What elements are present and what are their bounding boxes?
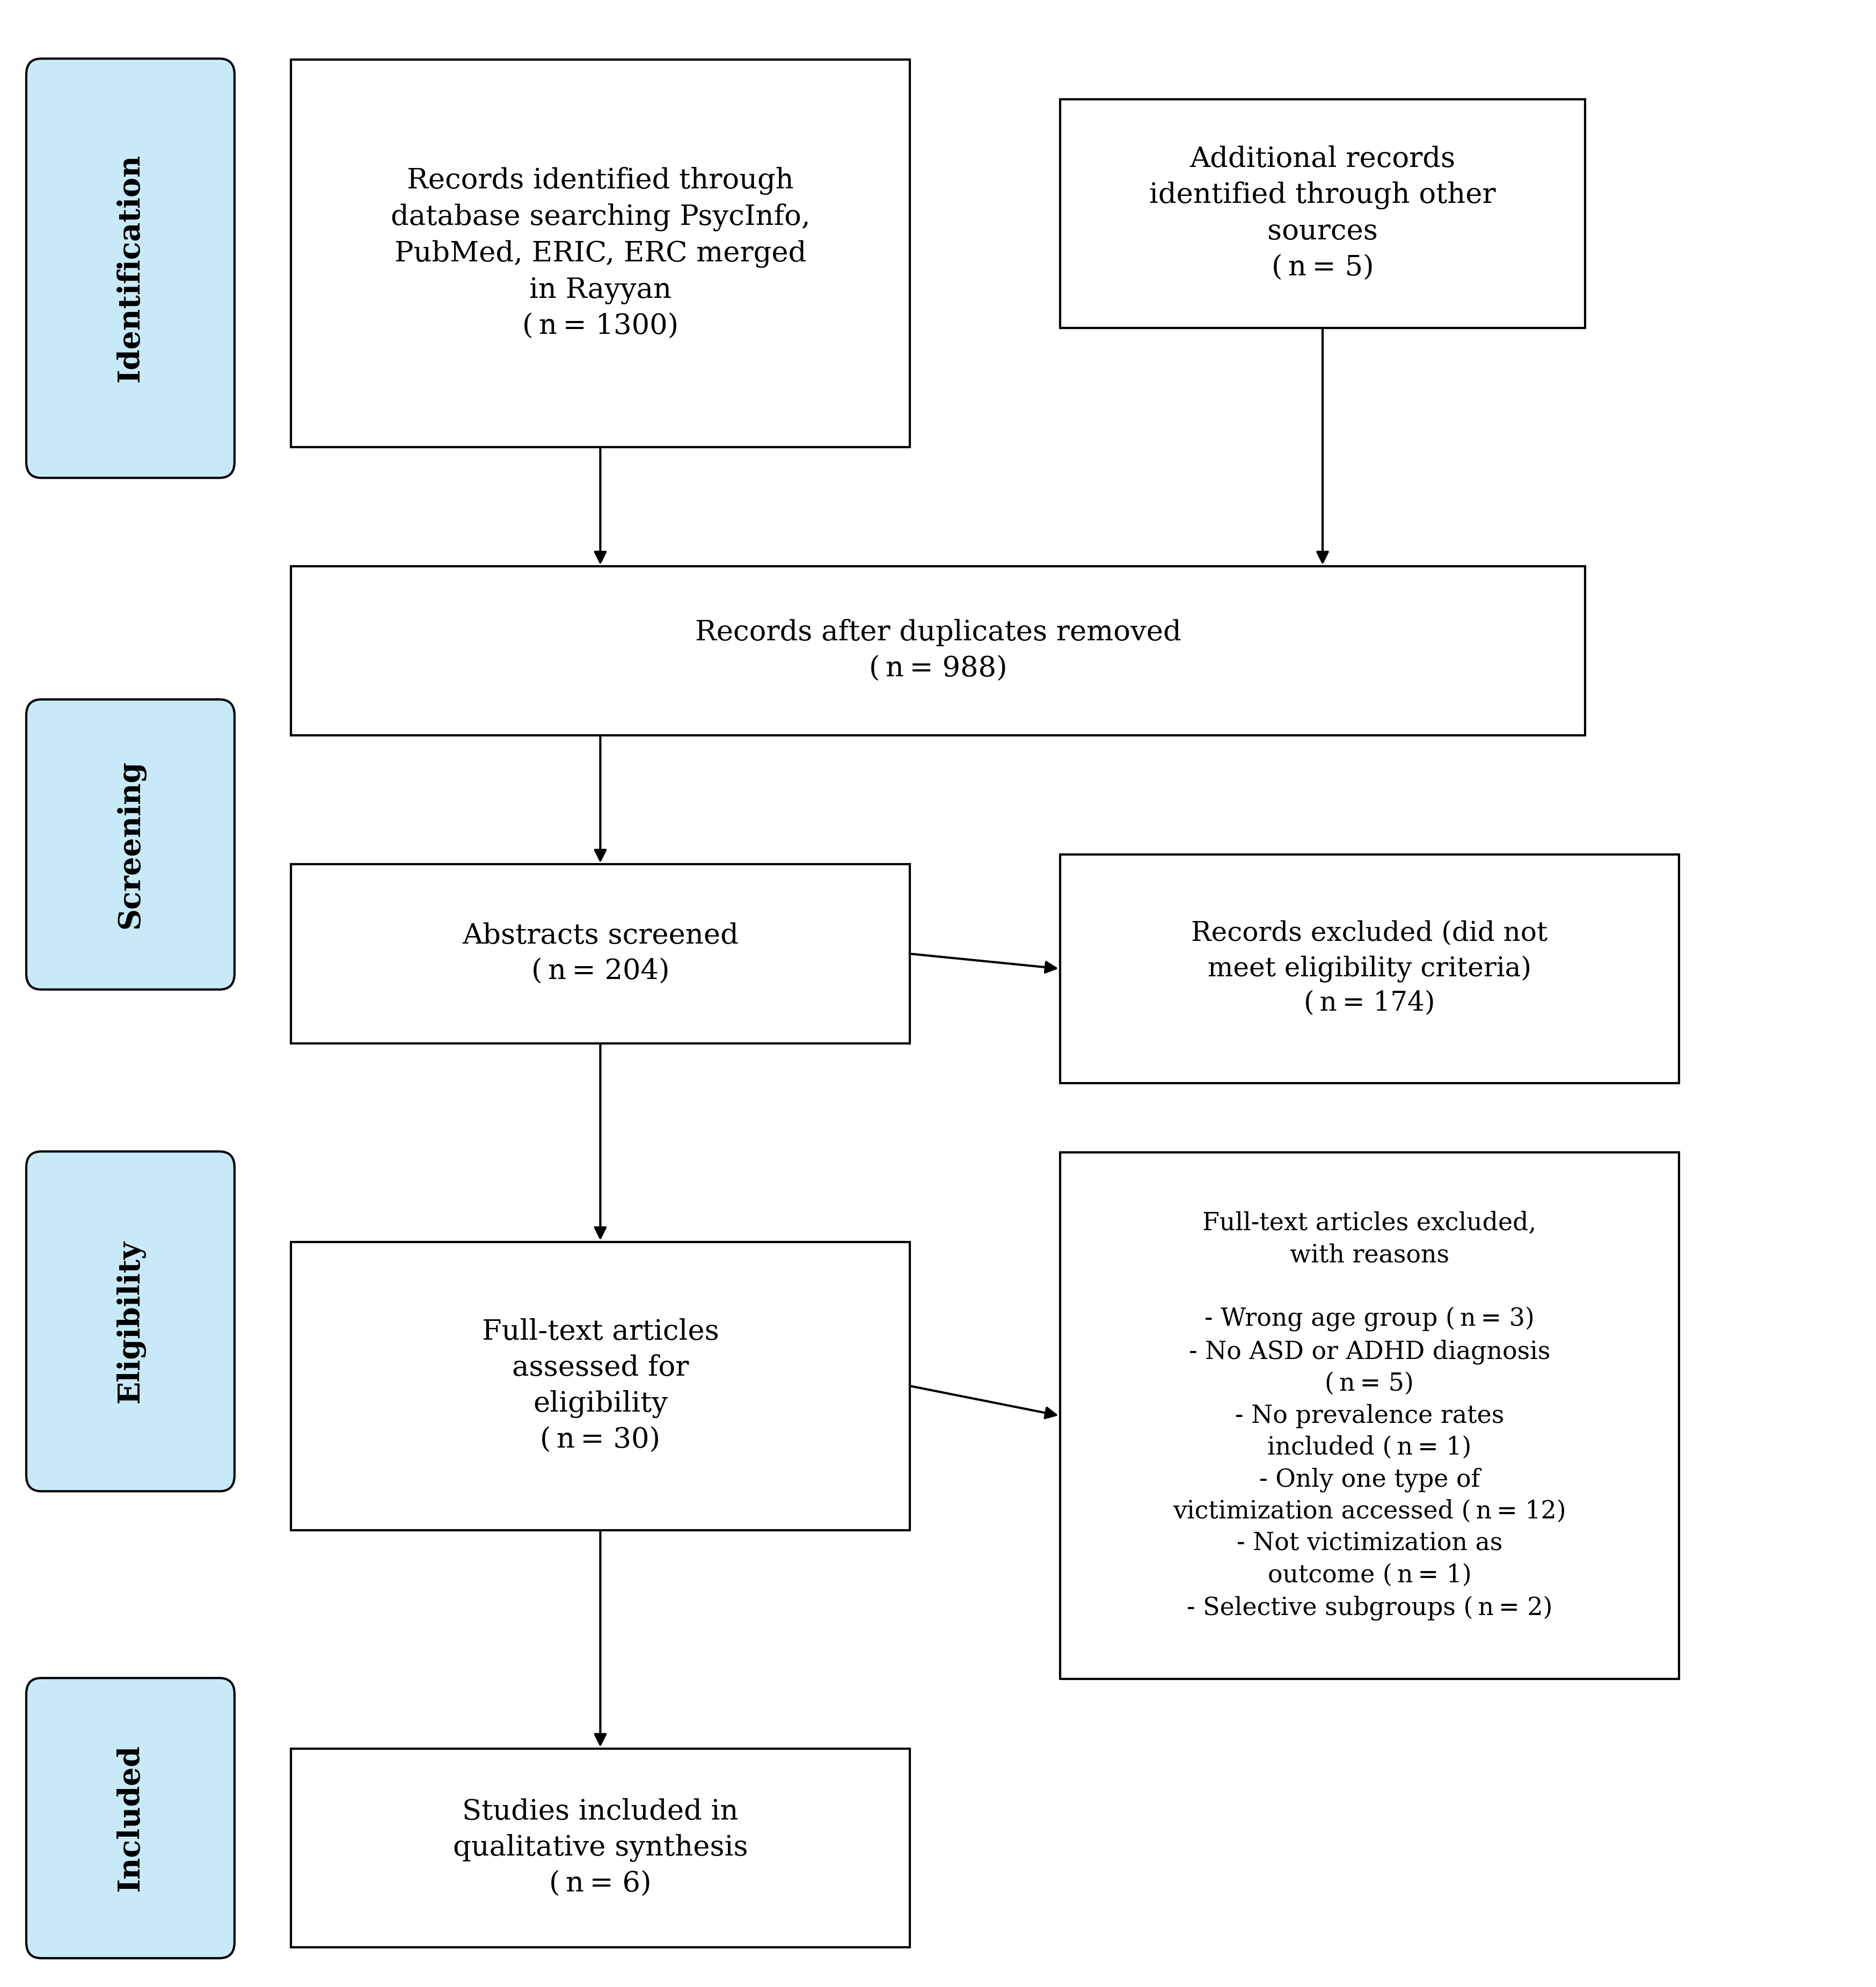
Text: Eligibility: Eligibility	[116, 1240, 144, 1403]
FancyBboxPatch shape	[26, 699, 234, 990]
FancyBboxPatch shape	[26, 1152, 234, 1490]
Text: Abstracts screened
( n = 204): Abstracts screened ( n = 204)	[461, 922, 739, 986]
Bar	[1060, 99, 1585, 328]
Text: Records identified through
database searching PsycInfo,
PubMed, ERIC, ERC merged: Records identified through database sear…	[390, 167, 810, 340]
Bar	[291, 60, 910, 447]
Bar	[291, 864, 910, 1043]
Text: Identification: Identification	[116, 155, 144, 382]
Text: Additional records
identified through other
sources
( n = 5): Additional records identified through ot…	[1150, 145, 1495, 282]
Text: Records excluded (did not
meet eligibility criteria)
( n = 174): Records excluded (did not meet eligibili…	[1191, 920, 1548, 1017]
FancyBboxPatch shape	[26, 1677, 234, 1959]
Bar	[291, 566, 1585, 735]
Text: Screening: Screening	[116, 761, 144, 928]
Text: Full-text articles
assessed for
eligibility
( n = 30): Full-text articles assessed for eligibil…	[482, 1317, 719, 1454]
Text: Full-text articles excluded,
with reasons

- Wrong age group ( n = 3)
- No ASD o: Full-text articles excluded, with reason…	[1172, 1212, 1566, 1619]
Bar	[1060, 854, 1679, 1083]
Text: Records after duplicates removed
( n = 988): Records after duplicates removed ( n = 9…	[694, 620, 1182, 682]
Bar	[1060, 1152, 1679, 1679]
Text: Studies included in
qualitative synthesis
( n = 6): Studies included in qualitative synthesi…	[452, 1798, 749, 1898]
Text: Included: Included	[116, 1745, 144, 1892]
Bar	[291, 1242, 910, 1530]
Bar	[291, 1749, 910, 1947]
FancyBboxPatch shape	[26, 60, 234, 479]
